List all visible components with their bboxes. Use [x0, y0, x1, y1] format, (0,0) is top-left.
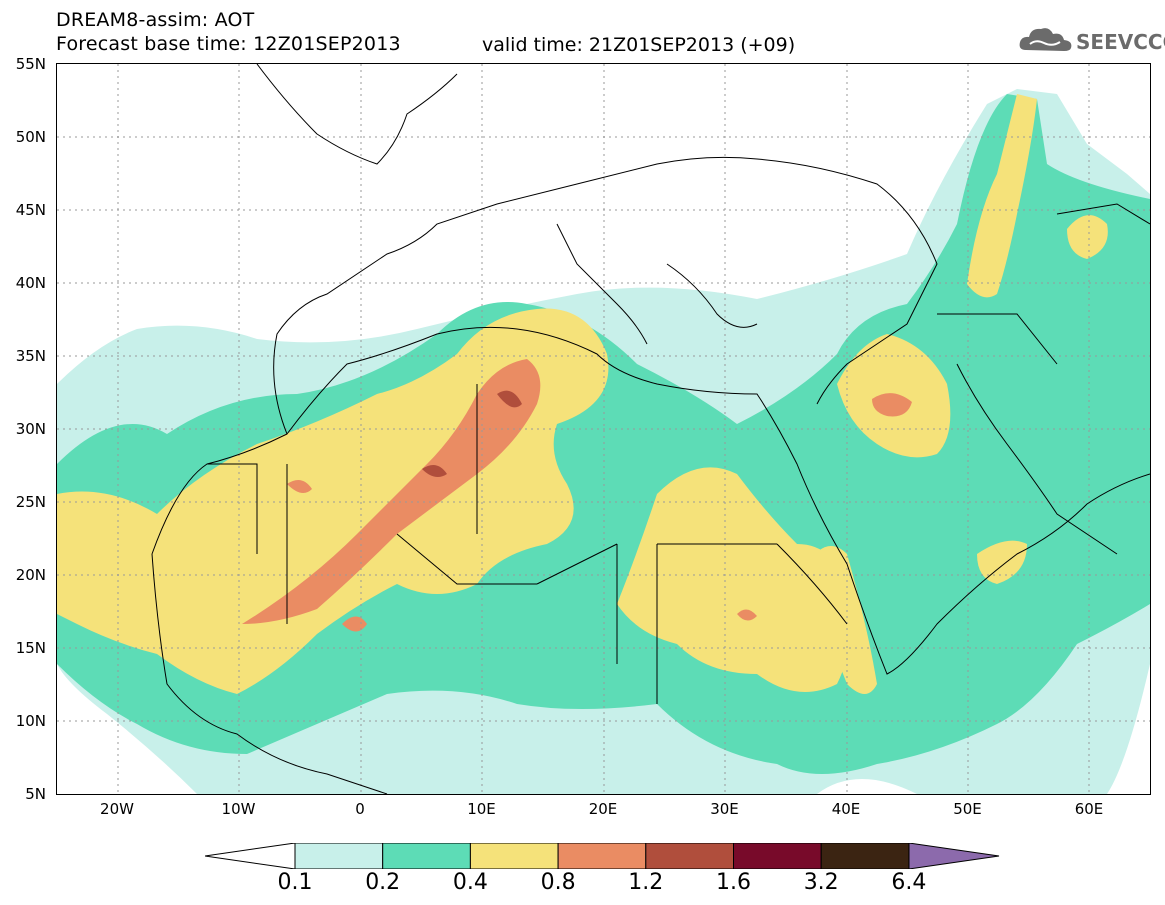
lat-label: 30N — [15, 420, 46, 438]
lat-label: 55N — [15, 55, 46, 73]
lon-label: 20W — [100, 800, 134, 818]
lon-label: 30E — [710, 800, 739, 818]
colorbar-segment — [733, 843, 822, 869]
coastline — [151, 326, 1150, 675]
colorbar-label: 0.2 — [365, 870, 401, 895]
lat-label: 50N — [15, 128, 46, 146]
lat-label: 40N — [15, 274, 46, 292]
lon-label: 20E — [588, 800, 618, 818]
colorbar-segment — [469, 843, 559, 869]
lon-label: 50E — [953, 800, 982, 818]
lat-label: 15N — [15, 639, 46, 657]
forecast-base-time: Forecast base time: 12Z01SEP2013 — [56, 33, 401, 55]
logo-text: SEEVCCC — [1076, 30, 1165, 54]
seevccc-logo: SEEVCCC — [1018, 22, 1165, 56]
aot-contour-0.8 — [242, 359, 541, 624]
lon-label: 40E — [831, 800, 861, 818]
colorbar-label: 1.2 — [628, 870, 664, 895]
cloud-icon — [1019, 28, 1072, 51]
lon-label: 10W — [221, 800, 256, 818]
map-title: DREAM8-assim: AOT — [56, 9, 255, 31]
colorbar-label: 0.4 — [452, 870, 488, 895]
aot-contour-1.2 — [497, 390, 522, 408]
colorbar-segment — [820, 843, 910, 869]
colorbar-segment — [645, 843, 734, 869]
lat-label: 25N — [15, 493, 46, 511]
colorbar-label: 0.1 — [277, 870, 313, 895]
colorbar-over-triangle — [908, 843, 1000, 869]
colorbar-label: 0.8 — [540, 870, 576, 895]
aot-colorbar — [205, 843, 1000, 869]
colorbar-segment — [294, 843, 384, 869]
colorbar-label: 6.4 — [891, 870, 927, 895]
lat-label: 35N — [15, 347, 46, 365]
lat-label: 5N — [25, 785, 46, 803]
valid-time: valid time: 21Z01SEP2013 (+09) — [482, 34, 796, 56]
colorbar-under-triangle — [205, 843, 296, 869]
colorbar-label: 1.6 — [716, 870, 751, 895]
colorbar-segment — [382, 843, 471, 869]
lon-label: 10E — [467, 800, 496, 818]
colorbar-segment — [557, 843, 647, 869]
lat-label: 45N — [15, 201, 46, 219]
aot-map — [56, 63, 1151, 795]
colorbar-label: 3.2 — [803, 870, 839, 895]
lat-label: 20N — [15, 566, 46, 584]
lon-label: 0 — [355, 800, 365, 818]
lat-label: 10N — [15, 712, 46, 730]
lon-label: 60E — [1074, 800, 1104, 818]
aot-contour-0.4 — [57, 308, 609, 694]
